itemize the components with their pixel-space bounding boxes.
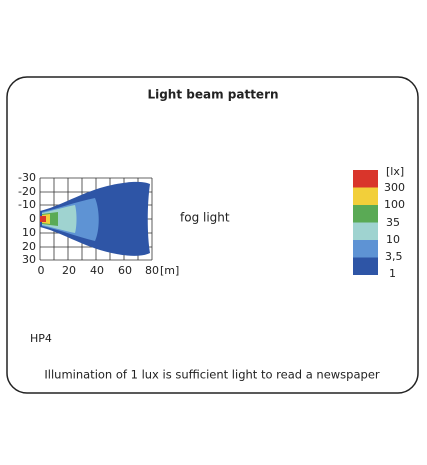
legend-label: 1 bbox=[389, 267, 396, 280]
x-tick-label: 60 bbox=[118, 264, 132, 277]
y-tick-label: -30 bbox=[18, 171, 36, 184]
y-tick-label: 20 bbox=[22, 240, 36, 253]
legend bbox=[353, 170, 378, 275]
y-tick-label: -10 bbox=[18, 198, 36, 211]
y-tick-label: 0 bbox=[29, 212, 36, 225]
x-tick-label: 40 bbox=[90, 264, 104, 277]
x-tick-label: 80 bbox=[145, 264, 159, 277]
y-tick-label: -20 bbox=[18, 185, 36, 198]
legend-label: 10 bbox=[386, 233, 400, 246]
beam-label: fog light bbox=[180, 211, 230, 225]
x-tick-label: 20 bbox=[62, 264, 76, 277]
model: HP4 bbox=[30, 332, 52, 345]
legend-label: 35 bbox=[386, 216, 400, 229]
y-tick-label: 30 bbox=[22, 253, 36, 266]
legend-label: 100 bbox=[384, 198, 405, 211]
caption: Illumination of 1 lux is sufficient ligh… bbox=[44, 368, 380, 382]
x-unit: [m] bbox=[160, 264, 179, 277]
title: Light beam pattern bbox=[147, 88, 278, 102]
legend-unit: [lx] bbox=[386, 165, 404, 178]
beam-pattern bbox=[40, 181, 150, 256]
frame bbox=[6, 76, 419, 394]
x-tick-label: 0 bbox=[38, 264, 45, 277]
legend-label: 3,5 bbox=[385, 250, 403, 263]
y-tick-label: 10 bbox=[22, 226, 36, 239]
legend-label: 300 bbox=[384, 181, 405, 194]
